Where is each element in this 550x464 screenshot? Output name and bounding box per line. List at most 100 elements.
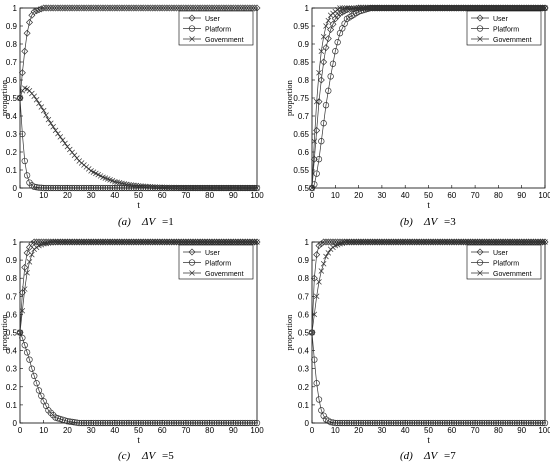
data-point-user	[399, 238, 407, 246]
data-point-user	[80, 4, 88, 12]
data-point-government	[472, 5, 478, 11]
data-point-government	[152, 184, 158, 190]
data-point-government	[57, 239, 64, 245]
x-axis-label: t	[427, 200, 430, 210]
chart-a: 0 10 20 30 40 50 60 70 80 90 100 0 0.1 0.2 0.3 0.4 0.5 0.…	[0, 4, 264, 210]
data-point-user	[438, 238, 446, 246]
data-point-platform	[59, 184, 66, 192]
data-point-government	[173, 184, 180, 191]
data-point-platform	[106, 184, 114, 192]
data-point-user	[132, 4, 140, 12]
data-point-government	[237, 239, 244, 245]
data-point-government	[26, 259, 33, 265]
data-point-platform	[175, 419, 182, 427]
data-point-government	[353, 5, 360, 11]
series-line-platform	[19, 332, 257, 424]
data-point-government	[435, 5, 441, 11]
caption-d-prefix: (d)	[400, 450, 413, 462]
data-point-government	[48, 120, 54, 126]
data-point-platform	[189, 419, 197, 427]
data-point-government	[83, 239, 90, 245]
data-point-government	[199, 185, 206, 191]
data-point-government	[76, 239, 82, 245]
data-point-platform	[453, 419, 460, 427]
data-point-platform	[334, 419, 341, 427]
data-point-user	[142, 4, 150, 12]
data-point-government	[518, 5, 525, 11]
data-point-platform	[50, 184, 57, 192]
data-point-platform	[518, 419, 525, 427]
data-point-platform	[404, 419, 411, 427]
data-point-government	[542, 239, 548, 245]
data-point-user	[158, 238, 166, 246]
data-point-platform	[239, 419, 246, 427]
x-tick-label: 0	[310, 191, 315, 200]
data-point-platform	[97, 419, 104, 427]
data-point-platform	[244, 419, 251, 427]
data-point-government	[116, 239, 123, 245]
data-point-platform	[199, 419, 206, 427]
legend-marker	[476, 25, 484, 32]
legend-label: Government	[493, 271, 532, 278]
data-point-platform	[154, 419, 161, 427]
y-tick-label: 0.2	[6, 148, 18, 157]
series-government	[309, 5, 548, 191]
data-point-government	[128, 182, 135, 188]
data-point-government	[64, 143, 71, 150]
data-point-government	[235, 185, 241, 191]
data-point-government	[444, 239, 450, 245]
x-tick-label: 80	[205, 191, 214, 200]
data-point-platform	[497, 419, 504, 427]
data-point-government	[166, 184, 173, 191]
data-point-government	[123, 239, 130, 245]
data-point-government	[525, 5, 532, 11]
data-point-platform	[432, 419, 439, 427]
data-point-platform	[99, 184, 107, 192]
data-point-platform	[474, 419, 481, 427]
data-point-government	[138, 239, 144, 245]
data-point-government	[247, 239, 253, 245]
x-tick-label: 60	[158, 191, 167, 200]
data-point-user	[317, 76, 325, 84]
data-point-platform	[66, 418, 73, 425]
data-point-government	[365, 5, 371, 11]
data-point-user	[116, 238, 124, 246]
data-point-user	[56, 238, 64, 246]
y-tick-label: 0.4	[6, 112, 18, 121]
data-point-user	[85, 4, 93, 12]
data-point-platform	[140, 419, 147, 427]
data-point-government	[55, 239, 61, 245]
data-point-user	[75, 238, 83, 246]
data-point-government	[52, 127, 59, 134]
data-point-government	[190, 239, 196, 245]
data-point-government	[244, 239, 251, 245]
data-point-government	[395, 239, 401, 245]
data-point-user	[120, 4, 128, 12]
data-point-user	[94, 4, 102, 12]
data-point-platform	[332, 419, 339, 427]
data-point-government	[166, 239, 173, 245]
data-point-platform	[28, 365, 36, 372]
y-tick-label: 1	[305, 238, 310, 247]
data-point-platform	[246, 419, 254, 427]
data-point-platform	[83, 419, 90, 427]
data-point-government	[242, 239, 248, 245]
data-point-platform	[395, 419, 402, 427]
data-point-platform	[495, 419, 502, 427]
x-tick-label: 100	[538, 191, 550, 200]
data-point-government	[57, 134, 64, 140]
x-tick-label: 90	[517, 191, 526, 200]
data-point-government	[453, 5, 460, 11]
data-point-government	[507, 239, 513, 245]
data-point-user	[336, 9, 344, 17]
data-point-user	[429, 238, 437, 246]
data-point-user	[401, 238, 409, 246]
data-point-user	[123, 4, 131, 12]
data-point-government	[507, 5, 513, 11]
data-point-government	[140, 183, 146, 189]
data-point-government	[59, 137, 66, 143]
data-point-platform	[339, 419, 346, 427]
data-point-platform	[511, 419, 518, 427]
data-point-government	[135, 239, 142, 245]
data-point-user	[168, 4, 176, 12]
